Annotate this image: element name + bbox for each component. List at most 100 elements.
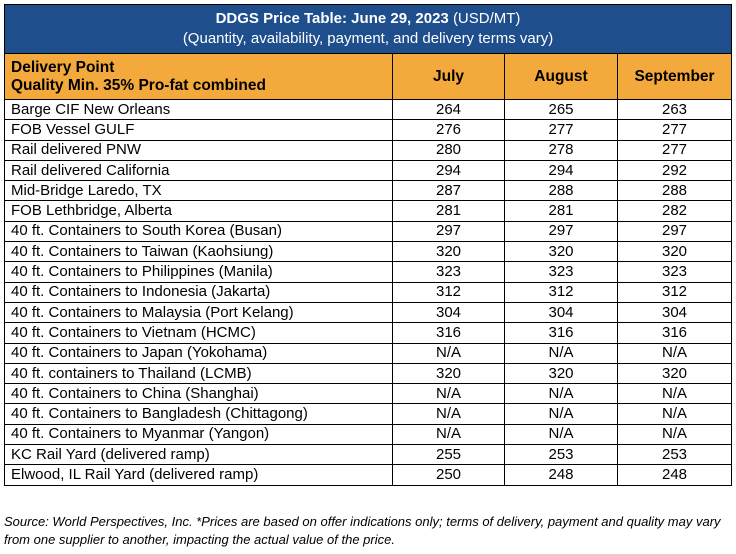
source-note: Source: World Perspectives, Inc. *Prices… (4, 514, 721, 547)
july-price-cell: 255 (392, 444, 505, 466)
august-price-cell: N/A (504, 423, 618, 446)
august-price-cell: 288 (504, 180, 618, 202)
september-price-cell: 288 (616, 180, 733, 202)
august-price-cell: 323 (504, 261, 618, 283)
july-price-cell: 304 (392, 301, 505, 324)
table-row: Barge CIF New Orleans 264 265 263 (4, 98, 733, 121)
table-row: FOB Vessel GULF 276 277 277 (4, 119, 733, 141)
september-price-cell: N/A (616, 423, 733, 446)
title-subtitle: (Quantity, availability, payment, and de… (182, 30, 554, 47)
july-price-cell: 320 (392, 241, 505, 263)
july-price-cell: 276 (392, 119, 505, 141)
september-price-cell: 297 (616, 220, 733, 243)
delivery-point-cell: 40 ft. Containers to Indonesia (Jakarta) (4, 281, 393, 303)
delivery-point-cell: 40 ft. Containers to Taiwan (Kaohsiung) (4, 241, 393, 263)
august-price-cell: 294 (504, 159, 618, 182)
table-row: 40 ft. Containers to China (Shanghai) N/A… (4, 383, 733, 405)
july-header: July (392, 53, 505, 100)
august-price-cell: 297 (504, 220, 618, 243)
august-price-cell: N/A (504, 342, 618, 364)
table-row: Mid-Bridge Laredo, TX 287 288 288 (4, 180, 733, 202)
delivery-point-cell: 40 ft. Containers to Malaysia (Port Kela… (4, 301, 393, 324)
table-row: 40 ft. Containers to Bangladesh (Chittag… (4, 403, 733, 425)
delivery-point-cell: 40 ft. Containers to Bangladesh (Chittag… (4, 403, 393, 425)
september-price-cell: 253 (616, 444, 733, 466)
delivery-point-cell: FOB Vessel GULF (4, 119, 393, 141)
august-price-cell: N/A (504, 383, 618, 405)
july-price-cell: N/A (392, 342, 505, 364)
september-header: September (616, 53, 733, 100)
delivery-point-cell: Elwood, IL Rail Yard (delivered ramp) (4, 464, 393, 486)
table-row: 40 ft. Containers to Myanmar (Yangon) N/A… (4, 423, 733, 446)
delivery-point-cell: 40 ft. Containers to China (Shanghai) (4, 383, 393, 405)
delivery-point-label: Delivery Point (11, 58, 115, 76)
delivery-point-cell: 40 ft. Containers to Vietnam (HCMC) (4, 322, 393, 344)
september-price-cell: 263 (616, 98, 733, 121)
delivery-point-cell: 40 ft. Containers to Philippines (Manila… (4, 261, 393, 283)
column-header-row: Delivery Point Quality Min. 35% Pro-fat … (4, 53, 733, 100)
delivery-point-cell: Barge CIF New Orleans (4, 98, 393, 121)
table-row: 40 ft. Containers to South Korea (Busan)… (4, 220, 733, 243)
september-price-cell: 323 (616, 261, 733, 283)
delivery-point-cell: 40 ft. Containers to Japan (Yokohama) (4, 342, 393, 364)
september-price-cell: N/A (616, 342, 733, 364)
title-unit: (USD/MT) (452, 10, 521, 27)
table-row: 40 ft. Containers to Taiwan (Kaohsiung) 3… (4, 241, 733, 263)
table-row: 40 ft. Containers to Indonesia (Jakarta)… (4, 281, 733, 303)
quality-label: Quality Min. 35% Pro-fat combined (11, 76, 266, 94)
july-price-cell: 287 (392, 180, 505, 202)
august-price-cell: 320 (504, 362, 618, 385)
august-price-cell: 320 (504, 241, 618, 263)
august-price-cell: 277 (504, 119, 618, 141)
table-row: FOB Lethbridge, Alberta 281 281 282 (4, 200, 733, 222)
july-price-cell: N/A (392, 403, 505, 425)
august-price-cell: 265 (504, 98, 618, 121)
table-row: 40 ft. Containers to Japan (Yokohama) N/A… (4, 342, 733, 364)
delivery-point-cell: Rail delivered PNW (4, 139, 393, 161)
september-price-cell: 277 (616, 139, 733, 161)
july-price-cell: 280 (392, 139, 505, 161)
july-price-cell: 264 (392, 98, 505, 121)
price-table-container: DDGS Price Table: June 29, 2023 (USD/MT)… (3, 4, 733, 486)
september-price-cell: 320 (616, 241, 733, 263)
table-row: 40 ft. Containers to Malaysia (Port Kela… (4, 301, 733, 324)
july-price-cell: N/A (392, 383, 505, 405)
price-table: DDGS Price Table: June 29, 2023 (USD/MT)… (3, 4, 733, 486)
title-main: DDGS Price Table: June 29, 2023 (215, 10, 449, 27)
delivery-point-cell: 40 ft. containers to Thailand (LCMB) (4, 362, 393, 385)
delivery-point-cell: Mid-Bridge Laredo, TX (4, 180, 393, 202)
september-price-cell: N/A (616, 383, 733, 405)
september-price-cell: 277 (616, 119, 733, 141)
september-price-cell: 282 (616, 200, 733, 222)
july-price-cell: 316 (392, 322, 505, 344)
august-price-cell: 312 (504, 281, 618, 303)
september-price-cell: 320 (616, 362, 733, 385)
july-price-cell: N/A (392, 423, 505, 446)
august-header: August (504, 53, 618, 100)
delivery-point-header: Delivery Point Quality Min. 35% Pro-fat … (4, 53, 393, 100)
july-price-cell: 294 (392, 159, 505, 182)
september-price-cell: 292 (616, 159, 733, 182)
table-row: 40 ft. Containers to Philippines (Manila… (4, 261, 733, 283)
august-price-cell: 304 (504, 301, 618, 324)
delivery-point-cell: Rail delivered California (4, 159, 393, 182)
july-price-cell: 250 (392, 464, 505, 486)
july-price-cell: 281 (392, 200, 505, 222)
table-body: Barge CIF New Orleans 264 265 263 FOB Vessel… (4, 98, 733, 486)
august-price-cell: 278 (504, 139, 618, 161)
august-price-cell: 316 (504, 322, 618, 344)
august-price-cell: 253 (504, 444, 618, 466)
july-price-cell: 323 (392, 261, 505, 283)
table-row: Elwood, IL Rail Yard (delivered ramp) 250… (4, 464, 733, 486)
table-title: DDGS Price Table: June 29, 2023 (USD/MT)… (3, 4, 733, 54)
delivery-point-cell: 40 ft. Containers to Myanmar (Yangon) (4, 423, 393, 446)
august-price-cell: 248 (504, 464, 618, 486)
september-price-cell: 316 (616, 322, 733, 344)
table-row: KC Rail Yard (delivered ramp) 255 253 253 (4, 444, 733, 466)
delivery-point-cell: KC Rail Yard (delivered ramp) (4, 444, 393, 466)
delivery-point-cell: 40 ft. Containers to South Korea (Busan) (4, 220, 393, 243)
september-price-cell: N/A (616, 403, 733, 425)
september-price-cell: 304 (616, 301, 733, 324)
august-price-cell: N/A (504, 403, 618, 425)
table-row: 40 ft. containers to Thailand (LCMB) 320 3… (4, 362, 733, 385)
